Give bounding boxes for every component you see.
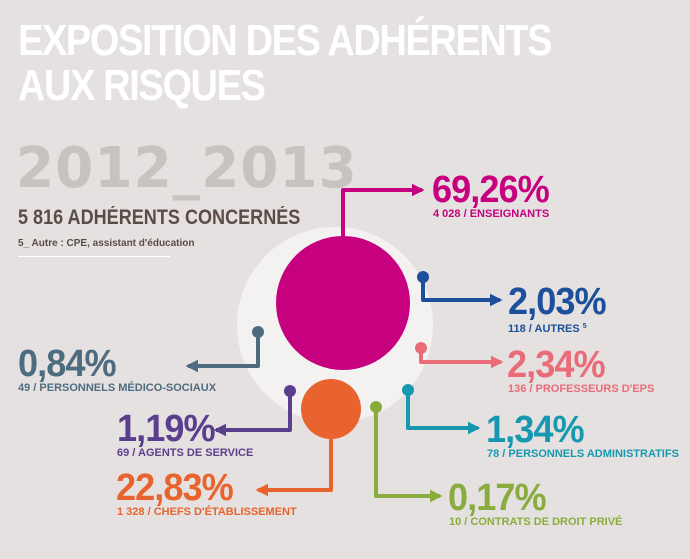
leader-line-chefs-etablissement [255,437,333,497]
label-personnels-administratifs-pct: 1,34% [486,409,585,451]
leader-line-professeurs-eps [419,348,504,369]
period-label: 2012_2013 [16,136,358,201]
label-contrats-droit-prive-pct: 0,17% [448,477,547,519]
leader-line-personnels-administratifs [406,390,481,435]
page-title: EXPOSITION DES ADHÉRENTS AUX RISQUES [18,16,553,110]
footnote: 5_ Autre : CPE, assistant d'éducation [18,238,195,249]
label-autres-sub: 118 / AUTRES 5 [508,320,587,336]
bubble-contrats-droit-prive [370,401,382,413]
separator-line [18,256,170,257]
bubble-professeurs-eps [415,342,427,354]
bubble-personnels-administratifs [402,384,414,396]
bubble-chefs-etablissement [301,379,361,439]
members-concerned: 5 816 ADHÉRENTS CONCERNÉS [18,206,301,229]
leader-lines [185,183,504,503]
label-agents-service-pct: 1,19% [117,408,216,450]
label-medico-sociaux-sub: 49 / PERSONNELS MÉDICO-SOCIAUX [18,382,217,394]
footnote-marker: 5 [582,323,587,330]
title-line-2: AUX RISQUES [18,61,266,110]
label-enseignants-sub: 4 028 / ENSEIGNANTS [433,208,550,220]
label-personnels-administratifs-sub: 78 / PERSONNELS ADMINISTRATIFS [487,448,679,460]
leader-line-contrats-droit-prive [374,407,443,503]
label-autres-sub-text: 118 / AUTRES [508,323,580,335]
title-line-1: EXPOSITION DES ADHÉRENTS [18,16,553,65]
leader-line-agents-service [213,391,292,437]
leader-line-medico-sociaux [185,332,260,373]
label-enseignants-pct: 69,26% [432,169,550,211]
label-autres-pct: 2,03% [508,281,607,323]
label-contrats-droit-prive-sub: 10 / CONTRATS DE DROIT PRIVÉ [449,516,623,528]
bubble-agents-service [284,385,296,397]
label-chefs-etablissement-pct: 22,83% [116,467,234,509]
label-professeurs-eps-sub: 136 / PROFESSEURS D'EPS [508,383,655,395]
leader-line-autres [421,277,503,307]
small-bubbles [252,271,429,413]
label-medico-sociaux-pct: 0,84% [18,343,117,385]
bubble-enseignants [276,236,410,370]
bubble-medico-sociaux [252,326,264,338]
label-chefs-etablissement-sub: 1 328 / CHEFS D'ÉTABLISSEMENT [117,506,297,518]
label-professeurs-eps-pct: 2,34% [507,344,606,386]
label-agents-service-sub: 69 / AGENTS DE SERVICE [117,447,254,459]
bubble-autres [417,271,429,283]
leader-line-enseignants [341,183,425,240]
